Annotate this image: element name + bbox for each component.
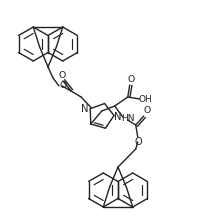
- Text: O: O: [135, 136, 143, 146]
- Text: N: N: [81, 104, 89, 114]
- Text: OH: OH: [139, 95, 153, 104]
- Text: HN: HN: [121, 113, 134, 123]
- Text: N: N: [114, 112, 122, 122]
- Text: O: O: [58, 71, 66, 81]
- Text: O: O: [143, 106, 150, 115]
- Text: O: O: [127, 75, 134, 84]
- Text: O: O: [59, 81, 67, 90]
